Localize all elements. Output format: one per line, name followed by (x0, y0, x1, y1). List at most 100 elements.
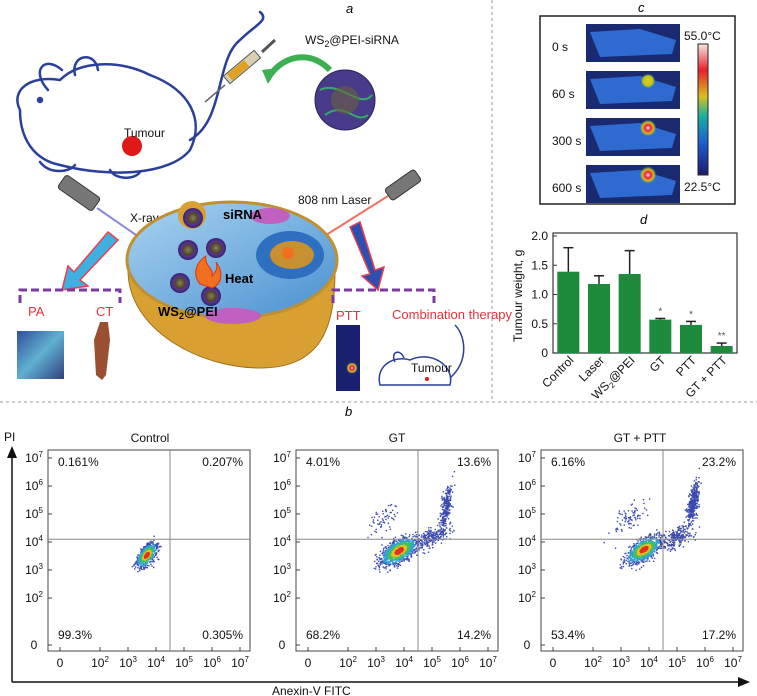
significance-mark: * (658, 306, 662, 317)
event-point (439, 524, 441, 526)
event-point (691, 509, 693, 511)
event-point (150, 548, 152, 550)
event-point (388, 547, 390, 549)
event-point (150, 563, 152, 566)
time-label: 300 s (552, 134, 581, 148)
event-point (411, 548, 414, 550)
x-tick-label: 103 (612, 655, 630, 670)
event-point (144, 562, 146, 565)
event-point (429, 540, 432, 542)
event-point (440, 542, 443, 544)
event-point (637, 514, 640, 516)
event-point (667, 539, 669, 541)
event-point (670, 540, 672, 543)
event-point (691, 489, 693, 491)
event-point (441, 521, 443, 524)
scatter-points (367, 471, 456, 573)
event-point (442, 498, 445, 501)
event-point (445, 513, 448, 515)
event-point (134, 568, 136, 570)
event-point (397, 565, 399, 567)
event-point (667, 544, 669, 546)
event-point (138, 568, 141, 570)
event-point (421, 540, 423, 542)
event-point (133, 565, 135, 567)
event-point (443, 504, 445, 507)
event-point (696, 498, 698, 500)
event-point (430, 530, 432, 532)
event-point (432, 535, 434, 537)
event-point (448, 505, 450, 508)
event-point (688, 516, 690, 519)
event-point (393, 563, 395, 565)
event-point (687, 509, 689, 511)
event-point (380, 524, 383, 526)
event-point (398, 564, 400, 566)
event-point (649, 542, 651, 545)
y-tick-label: 1.0 (531, 288, 548, 302)
event-point (393, 549, 395, 551)
event-point (375, 553, 377, 556)
event-point (634, 563, 637, 565)
event-point (625, 516, 627, 518)
event-point (441, 539, 444, 541)
y-axis-label-pi: PI (4, 430, 15, 444)
event-point (404, 558, 406, 560)
event-point (643, 558, 645, 560)
event-point (673, 544, 676, 546)
event-point (390, 553, 392, 555)
event-point (687, 503, 689, 506)
event-point (402, 556, 404, 558)
event-point (657, 541, 659, 543)
event-point (653, 533, 656, 535)
event-point (649, 554, 651, 557)
event-point (447, 514, 449, 516)
event-point (648, 544, 650, 547)
x-tick-label: 107 (724, 655, 742, 670)
event-point (698, 467, 700, 470)
event-point (685, 525, 687, 527)
event-point (624, 520, 626, 523)
event-point (367, 536, 369, 539)
event-point (150, 555, 153, 557)
event-point (658, 534, 660, 536)
event-point (383, 560, 385, 562)
event-point (682, 536, 684, 539)
nanoparticles (170, 208, 226, 306)
event-point (381, 560, 383, 562)
event-point (637, 558, 639, 561)
event-point (143, 558, 145, 561)
event-point (628, 564, 631, 566)
event-point (447, 486, 449, 489)
event-point (155, 545, 158, 547)
event-point (142, 563, 145, 565)
event-point (631, 503, 633, 505)
event-point (401, 541, 404, 543)
event-point (690, 498, 692, 501)
event-point (145, 546, 147, 548)
event-point (389, 569, 392, 571)
event-point (693, 487, 696, 489)
event-point (630, 551, 632, 553)
event-point (691, 507, 694, 509)
flame-icon (195, 254, 222, 289)
tumour-marker (122, 136, 142, 156)
event-point (687, 511, 690, 513)
event-point (382, 510, 384, 512)
event-point (381, 561, 383, 564)
event-point (632, 563, 634, 565)
event-point (381, 563, 383, 565)
event-point (141, 550, 143, 552)
x-tick-label: 102 (339, 655, 357, 670)
event-point (396, 565, 398, 567)
event-point (671, 544, 674, 546)
event-point (145, 545, 147, 547)
event-point (446, 508, 448, 511)
event-point (632, 554, 634, 556)
event-point (373, 516, 376, 518)
event-point (403, 552, 405, 554)
event-point (449, 523, 451, 525)
event-point (434, 542, 437, 544)
event-point (382, 521, 384, 523)
